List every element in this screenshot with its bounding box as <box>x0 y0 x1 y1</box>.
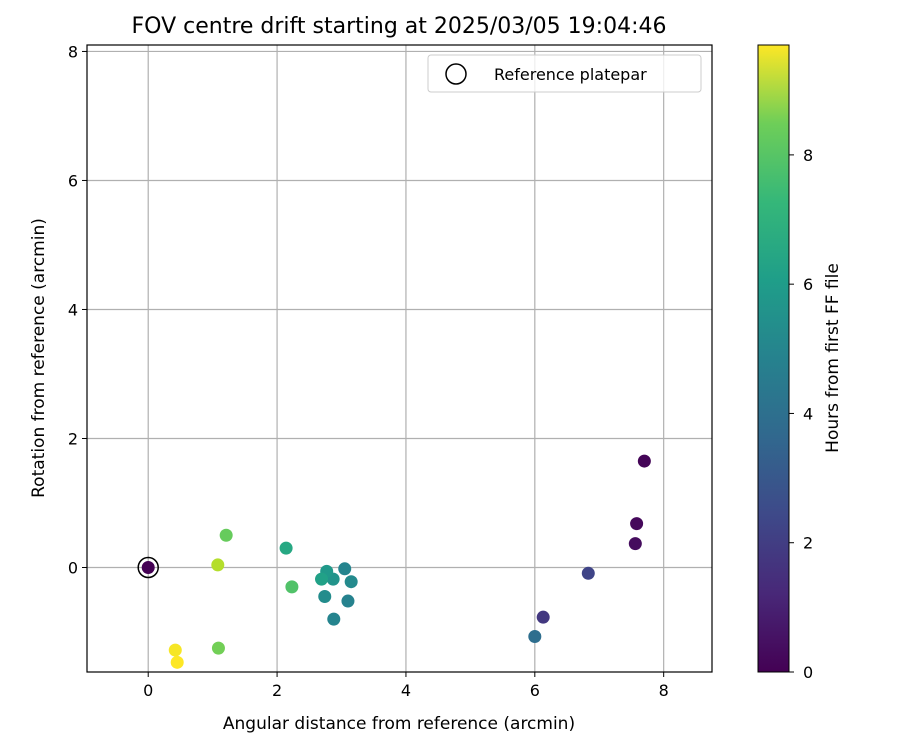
colorbar-tick-label: 6 <box>803 275 813 294</box>
y-tick-label: 2 <box>68 429 78 448</box>
x-axis-ticks: 0 2 4 6 8 <box>143 672 669 700</box>
x-tick-label: 8 <box>659 681 669 700</box>
reference-platepar-marker <box>137 556 159 579</box>
scatter-point <box>141 561 155 574</box>
plot-frame <box>86 44 713 673</box>
y-tick-label: 0 <box>68 559 78 578</box>
scatter-point <box>327 612 341 626</box>
scatter-point <box>315 572 329 586</box>
scatter-point <box>341 594 355 608</box>
x-tick-label: 4 <box>401 681 411 700</box>
x-tick-label: 2 <box>272 681 282 700</box>
colorbar-label: Hours from first FF file <box>823 263 843 453</box>
chart-title: FOV centre drift starting at 2025/03/05 … <box>132 14 667 39</box>
scatter-point <box>211 641 225 655</box>
legend-marker-icon <box>445 63 467 85</box>
y-tick-label: 6 <box>68 171 78 190</box>
scatter-point <box>528 630 542 644</box>
scatter-point <box>637 454 651 468</box>
colorbar-tick-label: 8 <box>803 146 813 165</box>
x-tick-label: 0 <box>143 681 153 700</box>
colorbar-gradient <box>757 44 790 673</box>
scatter-point <box>219 528 233 542</box>
scatter-point <box>536 610 550 624</box>
y-tick-label: 4 <box>68 300 78 319</box>
scatter-point <box>344 575 358 589</box>
grid-lines <box>87 45 712 672</box>
colorbar-tick-label: 4 <box>803 404 813 423</box>
colorbar-tick-label: 2 <box>803 534 813 553</box>
scatter-point <box>338 562 352 576</box>
y-axis-label: Rotation from reference (arcmin) <box>29 218 49 498</box>
x-axis-label: Angular distance from reference (arcmin) <box>223 714 575 734</box>
y-axis-ticks: 0 2 4 6 8 <box>68 42 87 578</box>
scatter-point <box>279 541 293 555</box>
scatter-point <box>168 643 182 657</box>
scatter-point <box>628 537 642 551</box>
scatter-point <box>318 590 332 604</box>
scatter-point <box>581 566 595 580</box>
colorbar-tick-label: 0 <box>803 663 813 682</box>
legend: Reference platepar <box>427 54 702 93</box>
legend-label: Reference platepar <box>494 65 647 84</box>
colorbar: 0 2 4 6 8 Hours from first FF file <box>757 44 843 682</box>
scatter-point <box>285 580 299 594</box>
colorbar-ticks: 0 2 4 6 8 <box>789 146 813 682</box>
x-tick-label: 6 <box>530 681 540 700</box>
data-points <box>137 454 651 669</box>
y-tick-label: 8 <box>68 42 78 61</box>
legend-box <box>427 54 702 93</box>
scatter-point <box>630 517 644 531</box>
scatter-point <box>170 655 184 669</box>
scatter-point <box>211 558 225 572</box>
